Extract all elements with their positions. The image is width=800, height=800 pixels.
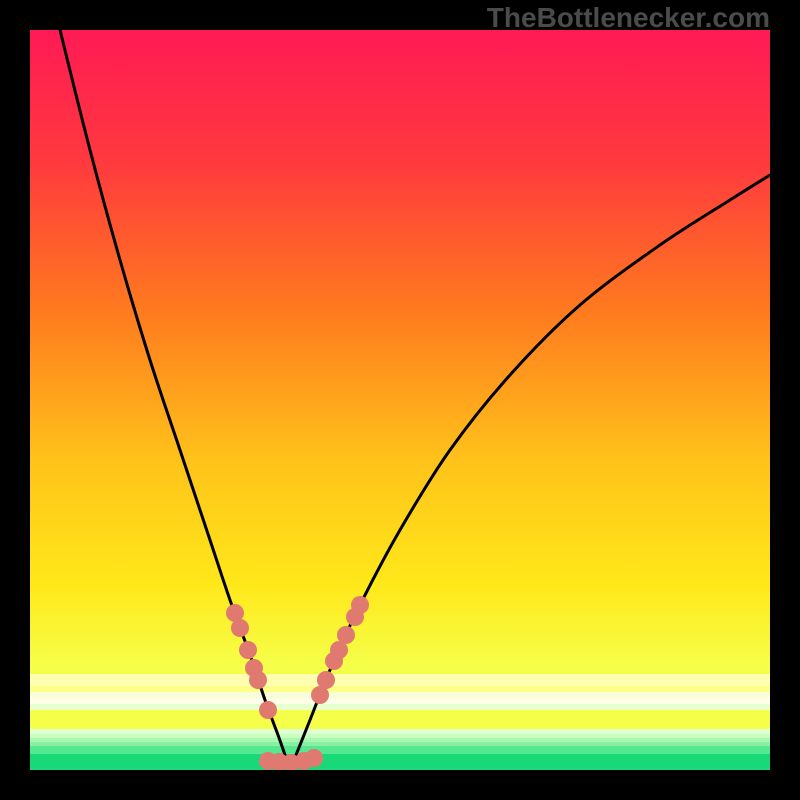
data-marker — [231, 619, 249, 637]
data-marker — [239, 641, 257, 659]
watermark-text: TheBottlenecker.com — [487, 2, 770, 34]
data-marker — [317, 671, 335, 689]
data-marker — [259, 701, 277, 719]
data-marker — [249, 671, 267, 689]
data-marker — [305, 749, 323, 767]
data-marker — [337, 626, 355, 644]
v-curve — [30, 30, 770, 770]
plot-area — [30, 30, 770, 770]
data-marker — [351, 596, 369, 614]
curve-path — [60, 30, 770, 770]
